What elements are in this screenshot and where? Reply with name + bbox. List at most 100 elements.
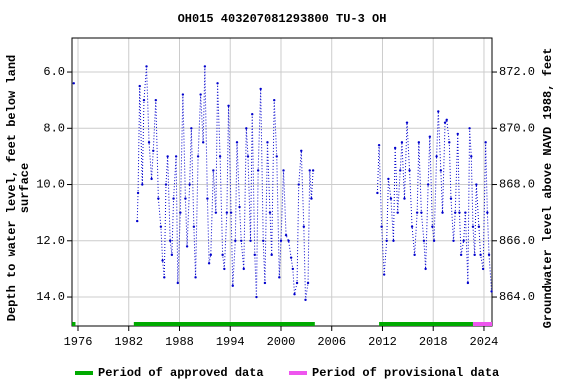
data-point [468, 127, 471, 130]
data-point [242, 267, 245, 271]
data-point [181, 93, 185, 96]
data-point [481, 267, 485, 271]
data-point [275, 155, 278, 158]
data-line [136, 66, 493, 300]
data-point [145, 65, 148, 68]
data-point [179, 211, 182, 214]
data-point [196, 155, 200, 158]
data-point [487, 253, 491, 257]
period-bar [72, 322, 76, 326]
y-tick-label: 12.0 [36, 234, 65, 248]
data-point [227, 104, 230, 107]
y-axis-label: Depth to water level, feet below land [5, 55, 19, 321]
data-point [259, 87, 262, 91]
data-point [282, 169, 285, 172]
data-point [473, 253, 476, 257]
data-point [192, 225, 196, 228]
data-point [376, 191, 379, 195]
legend-label: Period of approved data [98, 366, 264, 380]
data-point [199, 93, 202, 96]
data-point [399, 169, 402, 172]
data-point [201, 141, 205, 144]
plot-frame [71, 37, 493, 327]
data-point [194, 276, 197, 279]
data-point [466, 281, 470, 285]
data-point [207, 262, 211, 265]
period-bar [133, 322, 315, 326]
data-point [441, 211, 444, 214]
data-point [417, 141, 421, 144]
data-point [405, 121, 409, 124]
data-point [403, 197, 406, 200]
y2-tick-label: 870.0 [499, 121, 535, 135]
data-point [380, 225, 383, 228]
data-point [300, 149, 303, 152]
x-tick-label: 1994 [216, 335, 245, 349]
data-point [452, 239, 455, 242]
data-point [147, 141, 151, 144]
data-point [297, 183, 300, 186]
data-point [424, 267, 427, 271]
y-tick-label: 8.0 [43, 121, 65, 135]
chart-title: OH015 403207081293800 TU-3 OH [178, 12, 387, 26]
data-point [249, 239, 252, 242]
data-point [136, 219, 139, 223]
data-point [268, 211, 272, 214]
data-point [203, 65, 207, 68]
data-point [311, 169, 315, 172]
data-point [456, 132, 459, 136]
data-point [475, 183, 478, 186]
data-point [382, 273, 386, 276]
data-point [218, 155, 222, 158]
period-bar [379, 322, 473, 326]
data-point [279, 239, 283, 242]
data-point [284, 233, 288, 237]
y2-axis-label: Groundwater level above NAVD 1988, feet [541, 48, 555, 329]
data-point [426, 183, 430, 186]
data-point [308, 169, 311, 172]
data-point [223, 267, 226, 271]
data-point [141, 183, 144, 186]
data-point [253, 253, 256, 257]
data-point [157, 197, 160, 200]
data-point [287, 239, 290, 242]
data-point [289, 256, 293, 259]
data-point [454, 211, 457, 214]
data-point [256, 169, 260, 172]
data-point [462, 239, 465, 242]
data-point [136, 191, 140, 195]
data-point [190, 127, 193, 130]
data-point [293, 293, 296, 296]
data-point [377, 143, 381, 147]
data-point [163, 276, 166, 279]
data-point [295, 281, 299, 285]
data-point [154, 98, 158, 102]
data-point [262, 239, 265, 242]
data-point [185, 245, 189, 248]
y-tick-label: 10.0 [36, 178, 65, 192]
data-point [310, 197, 313, 200]
x-tick-label: 2012 [368, 335, 397, 349]
data-point [164, 183, 168, 186]
x-tick-label: 2006 [317, 335, 346, 349]
y-axis-label: surface [18, 163, 32, 213]
y2-tick-label: 868.0 [499, 178, 535, 192]
data-point [142, 98, 146, 102]
y2-tick-label: 872.0 [499, 65, 535, 79]
data-point [172, 197, 175, 200]
legend-label: Period of provisional data [312, 366, 499, 380]
data-point [470, 155, 473, 158]
data-point [234, 239, 237, 242]
data-point [231, 284, 234, 287]
data-point [471, 225, 475, 228]
data-point [408, 169, 411, 172]
x-tick-label: 1982 [114, 335, 143, 349]
data-point [188, 183, 191, 186]
data-point [437, 110, 440, 113]
data-point [251, 113, 254, 116]
data-point [484, 141, 487, 144]
data-point [166, 155, 169, 158]
data-point [176, 281, 180, 285]
data-point [464, 211, 467, 214]
data-point [458, 211, 461, 214]
